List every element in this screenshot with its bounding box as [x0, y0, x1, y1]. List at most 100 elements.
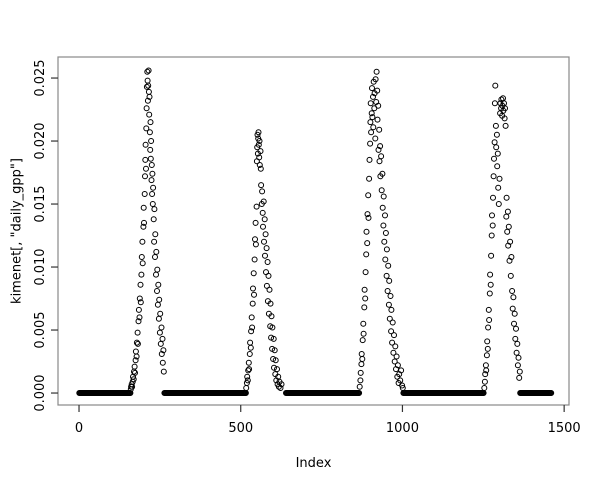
data-point	[504, 208, 511, 215]
data-point	[359, 356, 366, 362]
y-axis-tick-label: 0.000	[33, 374, 48, 411]
data-point	[132, 369, 138, 376]
data-point	[369, 114, 376, 121]
data-point	[365, 192, 372, 199]
data-point	[265, 272, 272, 279]
data-point	[243, 380, 250, 386]
data-point	[137, 299, 144, 306]
data-point	[134, 340, 141, 347]
data-point	[160, 368, 167, 375]
data-point	[154, 301, 161, 308]
data-point	[148, 177, 155, 184]
data-point	[154, 266, 161, 273]
data-point	[146, 129, 153, 136]
data-point	[489, 212, 495, 219]
x-axis-tick-label: 500	[228, 421, 253, 436]
data-point	[252, 241, 259, 248]
data-point	[491, 155, 497, 162]
x-axis-tick-label: 1000	[386, 421, 419, 436]
data-point	[264, 259, 271, 265]
data-point	[260, 198, 267, 205]
data-point	[244, 377, 251, 384]
data-point	[391, 358, 398, 365]
data-point	[136, 295, 143, 302]
data-point	[394, 362, 401, 369]
data-point	[137, 281, 144, 288]
data-point	[393, 353, 400, 360]
data-point	[382, 256, 389, 263]
data-point	[493, 131, 500, 138]
data-point	[136, 314, 143, 321]
data-point	[158, 351, 165, 357]
data-point	[255, 129, 262, 136]
data-point	[261, 216, 268, 223]
data-point	[496, 175, 503, 182]
data-point	[257, 165, 264, 172]
data-point	[488, 232, 495, 239]
data-point	[269, 324, 276, 331]
data-point	[149, 191, 156, 197]
data-point	[147, 119, 154, 126]
data-point	[399, 385, 406, 391]
data-point	[270, 335, 277, 342]
data-point	[373, 68, 380, 75]
data-point	[358, 361, 365, 368]
data-point	[368, 129, 375, 136]
data-point	[484, 338, 491, 345]
data-point	[153, 248, 160, 255]
data-point	[143, 165, 149, 172]
data-point	[367, 140, 374, 147]
data-point	[140, 223, 147, 230]
y-axis-title: kimenet[, "daily_gpp"]	[9, 158, 25, 304]
data-point	[481, 385, 488, 391]
data-point	[130, 376, 137, 383]
data-point	[256, 138, 263, 144]
data-point	[247, 344, 254, 351]
data-point	[374, 87, 381, 94]
data-point	[516, 368, 523, 375]
data-point	[150, 184, 157, 191]
data-point	[385, 301, 392, 308]
data-point	[154, 288, 160, 294]
data-point	[244, 373, 251, 380]
data-point	[501, 115, 508, 122]
data-point	[377, 143, 384, 150]
data-point	[513, 349, 520, 356]
data-point	[245, 367, 252, 374]
x-axis-tick-label: 1500	[548, 421, 581, 436]
data-point	[487, 271, 494, 278]
data-point	[392, 343, 399, 350]
data-point	[364, 240, 371, 247]
data-point	[149, 201, 156, 207]
data-point	[397, 377, 404, 384]
data-point	[385, 262, 392, 269]
data-point	[502, 122, 509, 129]
data-point	[135, 318, 142, 325]
data-point	[381, 238, 388, 245]
data-point	[509, 288, 516, 294]
data-point	[152, 231, 159, 238]
data-point	[364, 211, 371, 218]
data-point	[494, 150, 501, 157]
data-point	[379, 204, 386, 211]
data-point	[507, 238, 514, 245]
data-point	[262, 231, 269, 238]
data-point	[491, 100, 498, 107]
data-point	[514, 340, 521, 347]
data-point	[512, 335, 519, 342]
data-point	[378, 153, 385, 160]
data-point	[142, 173, 148, 180]
data-point	[390, 349, 397, 356]
data-point	[252, 219, 259, 226]
data-point	[370, 124, 377, 131]
data-point	[490, 173, 497, 180]
data-point	[495, 184, 502, 191]
data-point	[362, 295, 369, 302]
data-point	[376, 158, 383, 165]
data-point	[492, 122, 499, 129]
y-axis-tick-label: 0.015	[33, 185, 48, 222]
y-axis-tick-label: 0.020	[33, 122, 48, 159]
data-point	[147, 146, 154, 153]
data-point-zero	[127, 390, 134, 396]
data-point	[150, 216, 157, 223]
